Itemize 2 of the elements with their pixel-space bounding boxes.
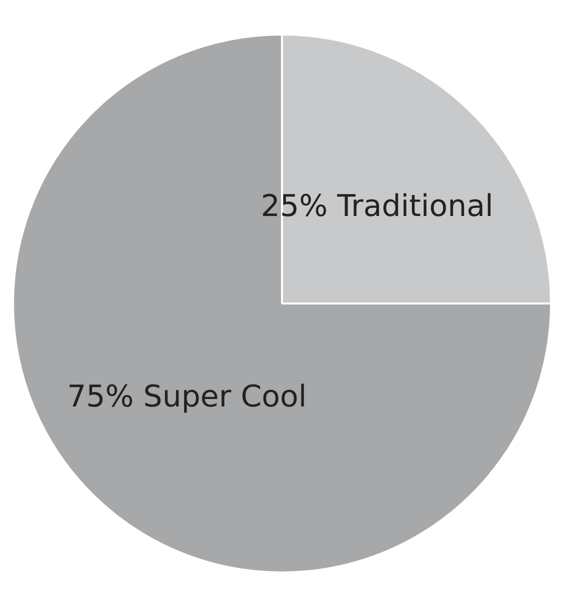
slice-label: 25% Traditional bbox=[260, 189, 494, 224]
slice-label: 75% Super Cool bbox=[67, 379, 307, 414]
